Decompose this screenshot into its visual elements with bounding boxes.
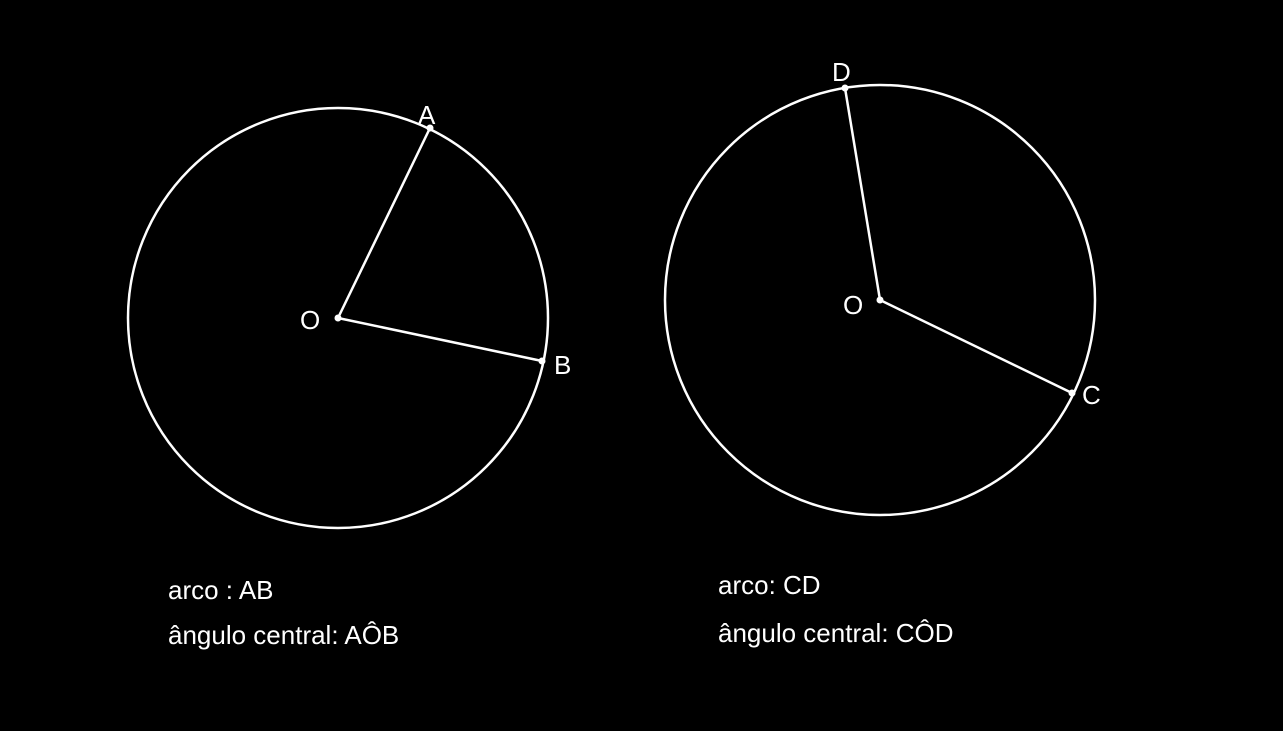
right-pointC-label: C xyxy=(1082,380,1101,411)
left-center-label: O xyxy=(300,305,320,336)
left-radius-OB xyxy=(338,318,542,361)
right-radius-OD xyxy=(845,88,880,300)
diagram-container: O A B O D C arco : AB ângulo central: AÔ… xyxy=(0,0,1283,731)
right-circle-group xyxy=(665,85,1095,516)
left-caption-angle: ângulo central: AÔB xyxy=(168,620,399,651)
left-circle-group xyxy=(128,108,548,528)
left-pointA-label: A xyxy=(418,100,435,131)
right-radius-OC xyxy=(880,300,1072,393)
left-pointB-label: B xyxy=(554,350,571,381)
left-radius-OA xyxy=(338,128,430,318)
right-pointD-label: D xyxy=(832,57,851,88)
left-caption-arc: arco : AB xyxy=(168,575,274,606)
right-caption-arc: arco: CD xyxy=(718,570,821,601)
right-caption-angle: ângulo central: CÔD xyxy=(718,618,954,649)
right-center-label: O xyxy=(843,290,863,321)
